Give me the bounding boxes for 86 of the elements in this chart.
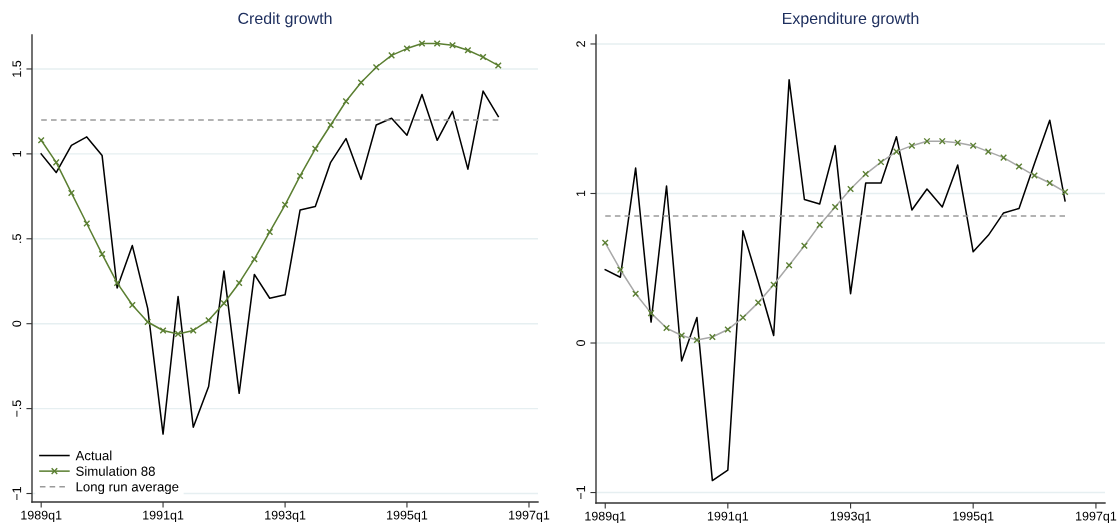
x-tick-label: 1997q1 [1076, 511, 1117, 523]
legend-label: Simulation 88 [76, 466, 155, 476]
point [954, 139, 962, 147]
point [984, 148, 992, 156]
point [433, 40, 441, 47]
y-tick-label: 1 [576, 190, 586, 197]
point [281, 201, 289, 209]
point [770, 281, 778, 289]
point [1000, 154, 1008, 162]
point [174, 330, 182, 338]
point [923, 137, 931, 145]
point [754, 299, 762, 307]
point [357, 79, 365, 87]
point [862, 170, 870, 178]
y-tick-label: 0 [12, 320, 22, 327]
x-tick-label: 1989q1 [585, 511, 626, 523]
point [969, 142, 977, 150]
point [189, 327, 197, 334]
y-tick-label: 1 [12, 151, 22, 157]
point [403, 45, 411, 53]
point [739, 314, 747, 322]
x-tick-label: 1991q1 [143, 510, 184, 522]
point [647, 309, 655, 317]
point [678, 332, 686, 340]
point [235, 279, 243, 287]
x-tick-label: 1995q1 [387, 510, 428, 522]
y-tick-label: −1 [576, 486, 586, 500]
point [220, 299, 228, 307]
point [908, 142, 916, 150]
point [601, 239, 609, 247]
point [205, 316, 213, 324]
point [144, 318, 152, 326]
point [800, 242, 808, 250]
point [128, 301, 136, 309]
point [67, 189, 75, 197]
y-tick-label: .5 [12, 234, 22, 243]
point [449, 41, 456, 49]
y-tick-label: 2 [576, 41, 586, 47]
point [632, 290, 640, 298]
point [816, 221, 824, 229]
x-tick-label: 1993q1 [830, 511, 871, 523]
point [464, 46, 472, 54]
point [159, 327, 167, 334]
point [938, 137, 946, 145]
point [327, 121, 335, 129]
point [52, 158, 60, 166]
point [1046, 179, 1054, 187]
point [388, 51, 396, 59]
point [311, 145, 319, 153]
point [831, 203, 839, 211]
chart-title: Credit growth [238, 12, 332, 28]
point [1015, 163, 1023, 171]
legend-label: Long run average [76, 482, 179, 495]
point [892, 148, 900, 156]
point [616, 266, 624, 274]
point [37, 136, 45, 144]
y-tick-label: 0 [576, 340, 586, 346]
line-series [604, 79, 1066, 482]
point [877, 158, 885, 166]
point [98, 250, 106, 258]
point [266, 228, 274, 236]
point [113, 279, 121, 287]
x-tick-label: 1993q1 [265, 510, 306, 522]
point [708, 333, 716, 341]
x-tick-label: 1991q1 [707, 511, 749, 523]
point [418, 40, 426, 47]
point [494, 62, 502, 70]
chart-title: Expenditure growth [783, 12, 919, 28]
y-tick-label: −1 [12, 486, 22, 501]
x-tick-label: 1989q1 [21, 510, 62, 522]
point [693, 336, 701, 344]
point [724, 326, 732, 334]
point [296, 172, 304, 180]
point [83, 220, 91, 227]
point [785, 261, 793, 269]
point [342, 97, 350, 105]
point [663, 324, 671, 332]
point [372, 63, 380, 71]
y-tick-label: 1.5 [12, 60, 22, 77]
legend-label: Actual [75, 450, 112, 461]
point [847, 185, 855, 193]
line-series [40, 90, 500, 435]
point [250, 255, 258, 263]
y-tick-label: −.5 [12, 400, 22, 417]
x-tick-label: 1995q1 [953, 511, 994, 523]
x-tick-label: 1997q1 [509, 510, 550, 522]
